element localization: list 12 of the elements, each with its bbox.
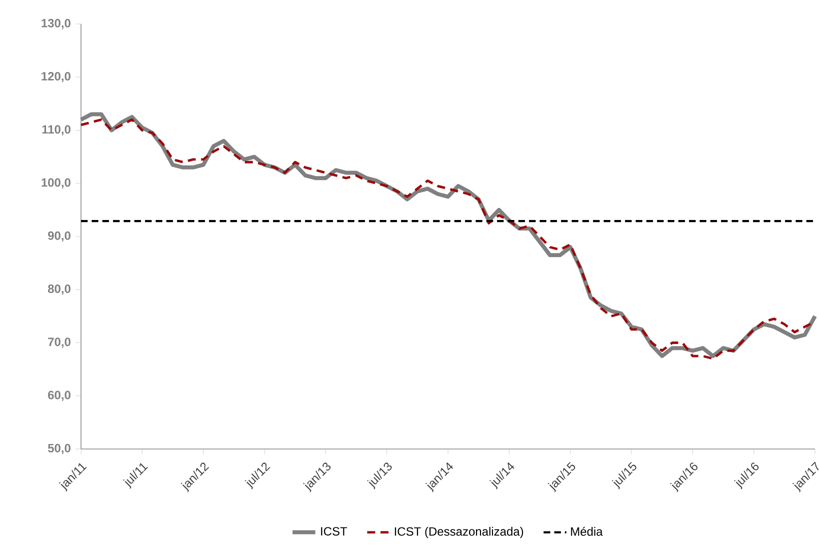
y-tick-label: 80,0 [48,284,70,295]
y-tick-label: 120,0 [42,72,70,82]
y-tick-label: 110,0 [42,125,70,136]
legend-label: ICST [321,527,348,536]
y-tick-label: 90,0 [48,231,70,242]
y-tick-label: 50,0 [48,444,70,454]
legend-label: ICST (Dessazonalizada) [394,526,524,538]
y-tick-label: 130,0 [42,18,70,30]
legend-label: Média [571,526,603,536]
y-tick-label: 100,0 [42,178,70,188]
y-tick-label: 70,0 [48,338,70,348]
y-tick-label: 60,0 [48,390,70,401]
